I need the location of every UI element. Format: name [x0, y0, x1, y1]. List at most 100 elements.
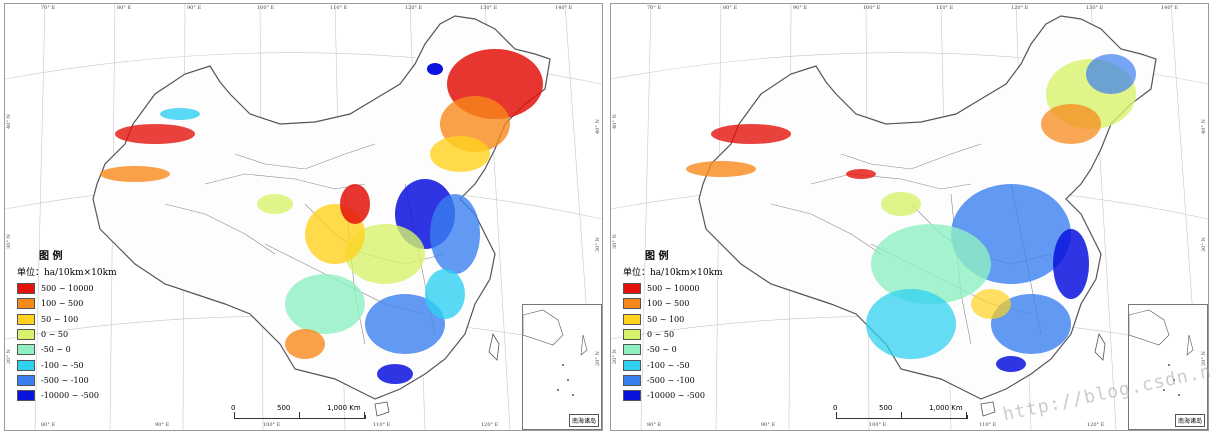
legend-item: 0 ~ 50: [623, 327, 753, 342]
legend-title: 图 例: [645, 251, 669, 262]
lat-label: 20° N: [595, 351, 601, 366]
lat-label: 30° N: [612, 234, 618, 249]
map-panel-left: 图 例 单位：ha/10km×10km 500 ~ 10000 100 ~ 50…: [4, 3, 603, 431]
legend-label: -100 ~ -50: [41, 360, 84, 370]
lat-label: 30° N: [6, 234, 12, 249]
lat-label: 40° N: [6, 114, 12, 129]
lat-label: 40° N: [595, 119, 601, 134]
lon-label: 90° E: [187, 5, 202, 11]
inset-map: [1128, 309, 1194, 396]
map-panel-right: 图 例 单位：ha/10km×10km 500 ~ 10000 100 ~ 50…: [610, 3, 1209, 431]
lon-label: 90° E: [761, 422, 776, 428]
scale-tick-label: 500: [879, 404, 893, 412]
legend-item: 500 ~ 10000: [623, 281, 753, 296]
scale-tick-label: 0: [231, 404, 236, 412]
legend-swatch: [17, 344, 35, 356]
scale-tick: [299, 412, 300, 418]
legend-item: 100 ~ 500: [623, 296, 753, 311]
legend-label: 500 ~ 10000: [41, 284, 94, 294]
lat-label: 30° N: [595, 237, 601, 252]
lon-label: 90° E: [155, 422, 170, 428]
legend-swatch: [623, 390, 641, 402]
legend-label: 50 ~ 100: [41, 314, 79, 324]
lon-label: 100° E: [263, 422, 281, 428]
legend-label: 0 ~ 50: [647, 330, 675, 340]
legend-swatch: [17, 359, 35, 371]
legend-label: -50 ~ 0: [647, 345, 677, 355]
legend-swatch: [17, 298, 35, 310]
legend-swatch: [623, 298, 641, 310]
legend-label: -50 ~ 0: [41, 345, 71, 355]
legend-item: -50 ~ 0: [17, 342, 147, 357]
lon-label: 120° E: [405, 5, 423, 11]
legend-swatch: [17, 313, 35, 325]
legend-item: -500 ~ -100: [17, 373, 147, 388]
lon-label: 120° E: [1011, 5, 1029, 11]
legend-item: -100 ~ -50: [623, 357, 753, 372]
lon-label: 130° E: [1086, 5, 1104, 11]
legend: 图 例 单位：ha/10km×10km 500 ~ 10000 100 ~ 50…: [17, 247, 147, 403]
scale-line: [234, 415, 366, 419]
lat-label: 30° N: [1201, 237, 1207, 252]
legend-label: 500 ~ 10000: [647, 284, 700, 294]
lat-label: 40° N: [1201, 119, 1207, 134]
lon-label: 110° E: [373, 422, 391, 428]
lon-label: 80° E: [41, 422, 56, 428]
legend-item: -50 ~ 0: [623, 342, 753, 357]
legend-swatch: [623, 359, 641, 371]
lon-label: 80° E: [723, 5, 738, 11]
legend-swatch: [623, 344, 641, 356]
legend-item: 50 ~ 100: [623, 312, 753, 327]
legend-label: -10000 ~ -500: [41, 391, 99, 401]
south-china-sea-inset: 南海诸岛: [1128, 304, 1208, 430]
lon-label: 110° E: [936, 5, 954, 11]
scale-tick: [966, 412, 967, 418]
china-map-right: [611, 4, 1208, 430]
lon-label: 80° E: [117, 5, 132, 11]
scale-tick: [901, 412, 902, 418]
lon-label: 110° E: [330, 5, 348, 11]
lon-label: 70° E: [647, 5, 662, 11]
scale-tick-label: 1,000 Km: [327, 404, 361, 412]
data-patches: [686, 54, 1136, 372]
lat-label: 20° N: [612, 349, 618, 364]
legend-swatch: [623, 374, 641, 386]
legend-swatch: [17, 283, 35, 295]
inset-map: [522, 309, 588, 396]
scale-bar: 0 500 1,000 Km: [231, 404, 391, 426]
legend-unit: 单位：ha/10km×10km: [17, 268, 117, 278]
inset-title: 南海诸岛: [1174, 414, 1205, 427]
legend-swatch: [17, 329, 35, 341]
legend-label: 50 ~ 100: [647, 314, 685, 324]
lon-label: 140° E: [555, 5, 573, 11]
legend-label: 100 ~ 500: [41, 299, 84, 309]
legend-label: 0 ~ 50: [41, 330, 69, 340]
legend-swatch: [623, 283, 641, 295]
legend-label: -100 ~ -50: [647, 360, 690, 370]
legend-item: 50 ~ 100: [17, 312, 147, 327]
lat-label: 20° N: [6, 349, 12, 364]
lon-label: 70° E: [41, 5, 56, 11]
legend-swatch: [17, 374, 35, 386]
lon-label: 140° E: [1161, 5, 1179, 11]
legend-label: 100 ~ 500: [647, 299, 690, 309]
legend-label: -500 ~ -100: [647, 375, 695, 385]
lon-label: 110° E: [979, 422, 997, 428]
china-map-left: [5, 4, 602, 430]
legend-item: 500 ~ 10000: [17, 281, 147, 296]
lon-label: 80° E: [647, 422, 662, 428]
legend-swatch: [17, 390, 35, 402]
lon-label: 100° E: [869, 422, 887, 428]
legend-item: -10000 ~ -500: [17, 388, 147, 403]
scale-tick: [234, 412, 235, 418]
legend-swatch: [623, 313, 641, 325]
scale-bar: 0 500 1,000 Km: [833, 404, 993, 426]
lon-label: 120° E: [1087, 422, 1105, 428]
south-china-sea-inset: 南海诸岛: [522, 304, 602, 430]
lat-label: 40° N: [612, 114, 618, 129]
data-patches: [100, 49, 543, 384]
legend-label: -500 ~ -100: [41, 375, 89, 385]
legend-item: -10000 ~ -500: [623, 388, 753, 403]
legend-item: -500 ~ -100: [623, 373, 753, 388]
